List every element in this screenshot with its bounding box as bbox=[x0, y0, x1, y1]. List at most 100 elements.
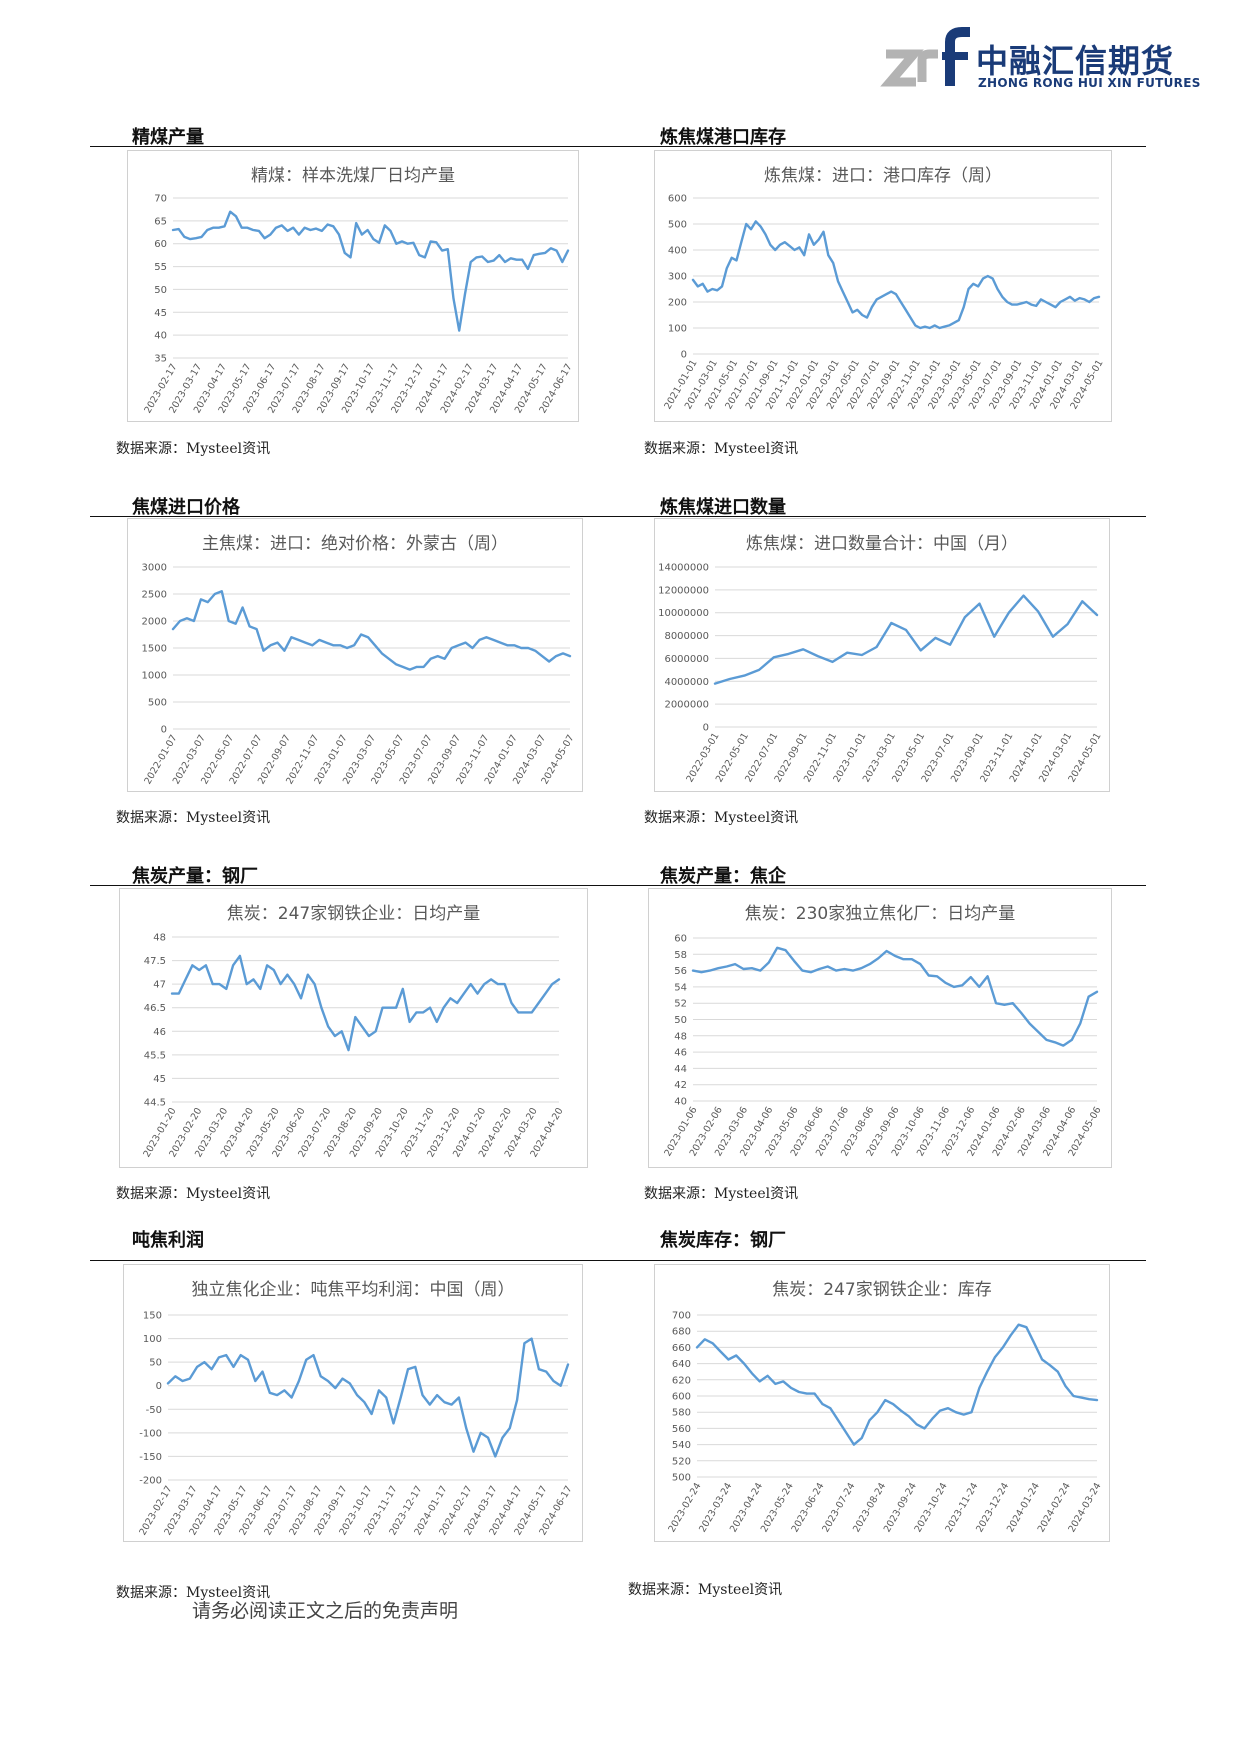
y-tick-label: 300 bbox=[668, 272, 687, 283]
y-tick-label: 2000 bbox=[142, 617, 167, 628]
y-tick-label: 45.5 bbox=[144, 1050, 166, 1061]
y-tick-label: 2000000 bbox=[664, 700, 709, 711]
chart-port-inventory: 60050040030020010002021-01-012021-03-012… bbox=[662, 194, 1105, 412]
chart-title: 焦炭：247家钢铁企业：日均产量 bbox=[226, 904, 481, 924]
section-divider bbox=[90, 516, 1146, 517]
y-tick-label: 0 bbox=[703, 723, 709, 734]
y-tick-label: 40 bbox=[674, 1097, 687, 1108]
series-line bbox=[166, 1337, 570, 1458]
y-tick-label: 60 bbox=[674, 934, 687, 945]
section-title-coker-coke-output: 焦炭产量：焦企 bbox=[660, 866, 786, 887]
section-divider bbox=[90, 146, 1146, 147]
y-tick-label: 52 bbox=[674, 999, 687, 1010]
y-tick-label: -100 bbox=[139, 1428, 162, 1439]
chart-mill-coke-inventory: 7006806606406206005805605405205002023-02… bbox=[666, 1311, 1103, 1535]
y-tick-label: 500 bbox=[668, 220, 687, 231]
y-tick-label: 44 bbox=[674, 1064, 687, 1075]
section-title-mill-coke-output: 焦炭产量：钢厂 bbox=[132, 866, 258, 887]
y-tick-label: -200 bbox=[139, 1476, 162, 1487]
y-tick-label: 46.5 bbox=[144, 1003, 166, 1014]
y-tick-label: 6000000 bbox=[664, 654, 709, 665]
y-tick-label: 44.5 bbox=[144, 1098, 166, 1109]
y-tick-label: 4000000 bbox=[664, 677, 709, 688]
y-tick-label: 100 bbox=[143, 1334, 162, 1345]
y-tick-label: 50 bbox=[149, 1358, 162, 1369]
chart-clean-coal-output: 70656055504540352023-02-172023-03-172023… bbox=[142, 194, 574, 416]
y-tick-label: 65 bbox=[154, 216, 167, 227]
y-tick-label: 3000 bbox=[142, 563, 167, 574]
y-tick-label: 540 bbox=[672, 1440, 691, 1451]
series-line bbox=[691, 220, 1101, 330]
series-line bbox=[171, 590, 572, 671]
y-tick-label: 45 bbox=[154, 308, 167, 319]
brand-logo: 中融汇信期货 ZHONG RONG HUI XIN FUTURES bbox=[880, 26, 1200, 96]
section-title-port-inventory: 炼焦煤港口库存 bbox=[660, 127, 786, 148]
y-tick-label: 0 bbox=[681, 350, 687, 361]
series-line bbox=[713, 594, 1099, 685]
y-tick-label: 70 bbox=[154, 194, 167, 205]
y-tick-label: 0 bbox=[156, 1381, 162, 1392]
y-tick-label: 1000 bbox=[142, 671, 167, 682]
y-tick-label: 56 bbox=[674, 966, 687, 977]
y-tick-label: 55 bbox=[154, 262, 167, 273]
series-line bbox=[170, 954, 561, 1052]
y-tick-label: 0 bbox=[161, 725, 167, 736]
y-tick-label: 660 bbox=[672, 1343, 691, 1354]
series-line bbox=[171, 210, 570, 332]
section-title-mill-coke-inventory: 焦炭库存：钢厂 bbox=[660, 1230, 786, 1251]
chart-title: 焦炭：247家钢铁企业：库存 bbox=[772, 1280, 992, 1300]
data-source: 数据来源：Mysteel资讯 bbox=[644, 1186, 799, 1202]
chart-import-volume: 14000000 12000000 10000000 8000000 6000000 40… bbox=[658, 563, 1104, 785]
chart-frame: 精煤：样本洗煤厂日均产量 70 65 60 55 50 45 40 35 2023-02-17 2… bbox=[127, 150, 579, 422]
chart-title: 炼焦煤：进口数量合计：中国（月） bbox=[746, 534, 1018, 554]
chart-coke-profit: 150100500-50-100-150-2002023-02-172023-0… bbox=[137, 1311, 574, 1538]
series-line bbox=[691, 946, 1099, 1047]
y-tick-label: 620 bbox=[672, 1375, 691, 1386]
y-tick-label: 50 bbox=[154, 285, 167, 296]
chart-frame: 炼焦煤：进口数量合计：中国（月） 14000000 12000000 1000000… bbox=[654, 518, 1110, 792]
y-tick-label: 58 bbox=[674, 950, 687, 961]
y-tick-label: 600 bbox=[672, 1392, 691, 1403]
data-source: 数据来源：Mysteel资讯 bbox=[644, 441, 799, 457]
section-title-import-price: 焦煤进口价格 bbox=[132, 497, 240, 518]
y-tick-label: 600 bbox=[668, 194, 687, 205]
section-title-clean-coal-output: 精煤产量 bbox=[132, 127, 204, 148]
y-tick-label: 8000000 bbox=[664, 631, 709, 642]
x-tick-label: 2024-03-24 bbox=[1066, 1481, 1103, 1534]
chart-frame: 焦炭：247家钢铁企业：库存 700 680 660 640 620 600 580 560 5… bbox=[654, 1264, 1110, 1542]
y-tick-label: 14000000 bbox=[658, 563, 709, 574]
y-tick-label: 700 bbox=[672, 1311, 691, 1322]
y-tick-label: 40 bbox=[154, 331, 167, 342]
y-tick-label: 10000000 bbox=[658, 608, 709, 619]
y-tick-label: 47 bbox=[153, 980, 166, 991]
section-title-coke-profit: 吨焦利润 bbox=[132, 1230, 204, 1251]
section-title-import-volume: 炼焦煤进口数量 bbox=[660, 497, 786, 518]
data-source: 数据来源：Mysteel资讯 bbox=[644, 810, 799, 826]
y-tick-label: -150 bbox=[139, 1452, 162, 1463]
section-divider bbox=[90, 885, 1146, 886]
y-tick-label: 42 bbox=[674, 1080, 687, 1091]
data-source: 数据来源：Mysteel资讯 bbox=[116, 1186, 271, 1202]
y-tick-label: 54 bbox=[674, 982, 687, 993]
y-tick-label: 400 bbox=[668, 246, 687, 257]
y-tick-label: -50 bbox=[146, 1405, 162, 1416]
y-tick-label: 47.5 bbox=[144, 956, 166, 967]
chart-title: 精煤：样本洗煤厂日均产量 bbox=[251, 166, 455, 186]
y-tick-label: 12000000 bbox=[658, 585, 709, 596]
data-source: 数据来源：Mysteel资讯 bbox=[628, 1582, 783, 1598]
y-tick-label: 35 bbox=[154, 354, 167, 365]
y-tick-label: 48 bbox=[153, 933, 166, 944]
y-tick-label: 640 bbox=[672, 1359, 691, 1370]
chart-frame: 主焦煤：进口：绝对价格：外蒙古（周） 3000 2500 2000 1500 1000 5… bbox=[127, 518, 583, 792]
chart-frame: 焦炭：230家独立焦化厂：日均产量 60 58 56 54 52 50 48 46 44 42 40… bbox=[648, 888, 1112, 1168]
data-source: 数据来源：Mysteel资讯 bbox=[116, 1585, 271, 1601]
data-source: 数据来源：Mysteel资讯 bbox=[116, 441, 271, 457]
y-tick-label: 46 bbox=[153, 1027, 166, 1038]
y-tick-label: 520 bbox=[672, 1456, 691, 1467]
chart-frame: 炼焦煤：进口：港口库存（周） 600 500 400 300 200 100 0 2021-0… bbox=[654, 150, 1112, 422]
chart-import-price: 3000250020001500100050002022-01-072022-0… bbox=[142, 563, 577, 787]
brand-name-en: ZHONG RONG HUI XIN FUTURES bbox=[978, 76, 1201, 90]
chart-mill-coke-output: 4847.54746.54645.54544.52023-01-202023-0… bbox=[141, 933, 565, 1160]
y-tick-label: 100 bbox=[668, 324, 687, 335]
chart-title: 焦炭：230家独立焦化厂：日均产量 bbox=[744, 904, 1016, 924]
